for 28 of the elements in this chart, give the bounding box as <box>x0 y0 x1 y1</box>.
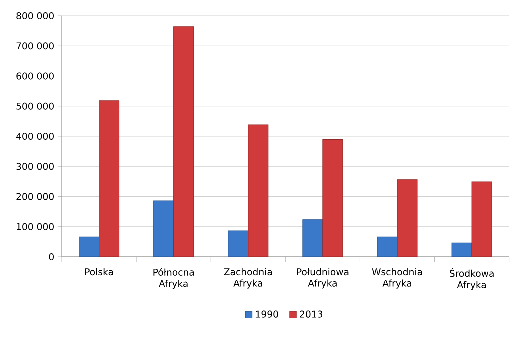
bar <box>377 236 398 257</box>
y-tick-label: 100 000 <box>17 223 54 230</box>
x-tick-label: Zachodnia Afryka <box>224 268 272 289</box>
y-tick-label: 700 000 <box>16 42 54 50</box>
y-tick-label: 0 <box>49 253 54 261</box>
bar <box>397 180 418 257</box>
x-tick-label: Środkowa Afryka <box>450 268 494 290</box>
x-tick-label: Polska <box>85 268 114 276</box>
x-tick-label: Północna Afryka <box>154 268 194 290</box>
y-tick-label: 300 000 <box>16 163 54 170</box>
x-tick-label: Wschodnia Afryka <box>372 268 422 289</box>
y-tick-label: 500 000 <box>16 102 54 110</box>
bar <box>322 140 344 257</box>
bar <box>248 124 269 257</box>
y-tick-label: 800 000 <box>16 12 54 20</box>
legend-label: 2013 <box>300 310 323 318</box>
y-tick-label: 200 000 <box>16 193 54 200</box>
bar <box>99 100 120 257</box>
bar <box>228 230 249 257</box>
legend-label: 1990 <box>256 310 278 318</box>
bar <box>154 200 174 257</box>
y-tick-label: 600 000 <box>16 72 54 80</box>
bar <box>79 236 100 257</box>
bar <box>174 26 194 257</box>
bar <box>472 182 492 257</box>
y-tick-label: 400 000 <box>16 132 54 140</box>
bar <box>302 220 324 257</box>
x-tick-label: Południowa Afryka <box>297 268 349 289</box>
